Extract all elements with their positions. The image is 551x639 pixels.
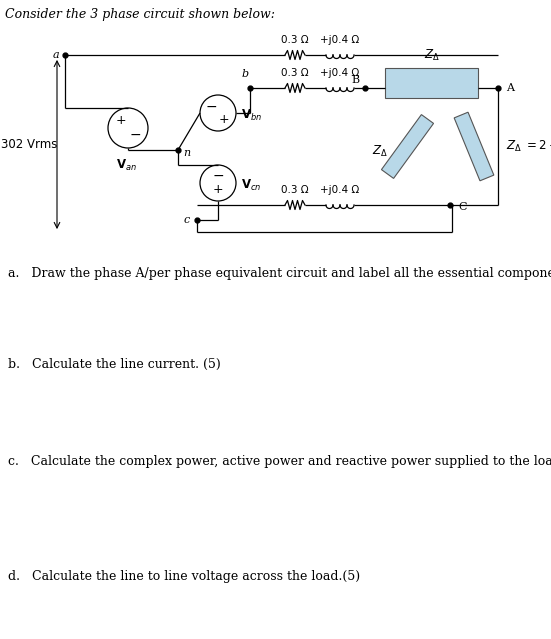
Text: +j0.4 Ω: +j0.4 Ω — [320, 185, 360, 195]
Text: 0.3 Ω: 0.3 Ω — [281, 68, 309, 78]
Text: c: c — [184, 215, 190, 225]
Polygon shape — [454, 112, 494, 181]
Text: +j0.4 Ω: +j0.4 Ω — [320, 68, 360, 78]
FancyBboxPatch shape — [385, 68, 478, 98]
Text: 0.3 Ω: 0.3 Ω — [281, 185, 309, 195]
Text: +j0.4 Ω: +j0.4 Ω — [320, 35, 360, 45]
Text: +: + — [213, 183, 223, 196]
Text: a.   Draw the phase A/per phase equivalent circuit and label all the essential c: a. Draw the phase A/per phase equivalent… — [8, 267, 551, 280]
Text: 302 Vrms: 302 Vrms — [1, 138, 57, 151]
Text: Consider the 3 phase circuit shown below:: Consider the 3 phase circuit shown below… — [5, 8, 275, 21]
Text: $Z_\Delta$: $Z_\Delta$ — [371, 144, 387, 159]
Text: $\mathbf{V}_{bn}$: $\mathbf{V}_{bn}$ — [241, 107, 262, 123]
Text: $\mathbf{V}_{an}$: $\mathbf{V}_{an}$ — [116, 158, 137, 173]
Text: n: n — [183, 148, 190, 158]
Text: 0.3 Ω: 0.3 Ω — [281, 35, 309, 45]
Text: +: + — [116, 114, 126, 128]
Text: $Z_\Delta\ = 2+2.4\ \Omega$: $Z_\Delta\ = 2+2.4\ \Omega$ — [506, 139, 551, 154]
Text: B: B — [351, 75, 359, 85]
Polygon shape — [381, 114, 434, 178]
Text: C: C — [458, 202, 467, 212]
Text: −: − — [212, 169, 224, 183]
Text: $Z_\Delta$: $Z_\Delta$ — [424, 48, 440, 63]
Text: c.   Calculate the complex power, active power and reactive power supplied to th: c. Calculate the complex power, active p… — [8, 455, 551, 468]
Text: +: + — [219, 113, 230, 126]
Text: b: b — [241, 69, 249, 79]
Text: d.   Calculate the line to line voltage across the load.(5): d. Calculate the line to line voltage ac… — [8, 570, 360, 583]
Text: $\mathbf{V}_{cn}$: $\mathbf{V}_{cn}$ — [241, 178, 261, 192]
Text: −: − — [129, 128, 141, 142]
Text: A: A — [506, 83, 514, 93]
Text: −: − — [206, 100, 218, 114]
Text: b.   Calculate the line current. (5): b. Calculate the line current. (5) — [8, 358, 221, 371]
Text: a: a — [53, 50, 60, 60]
